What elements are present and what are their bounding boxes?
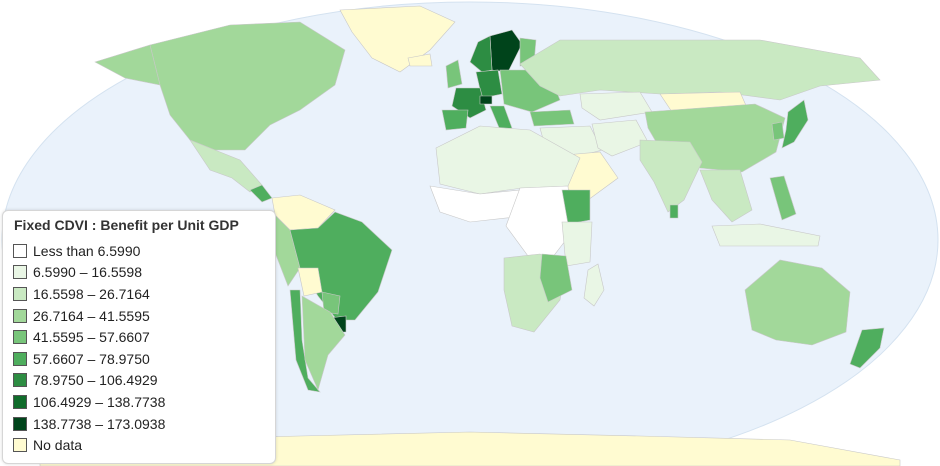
legend-label: 78.9750 – 106.4929 [33, 372, 158, 389]
region-turkey[interactable] [529, 109, 575, 127]
legend-swatch [13, 351, 27, 366]
legend-swatch [13, 286, 27, 301]
legend-item: 106.4929 – 138.7738 [11, 391, 267, 413]
region-indonesia[interactable] [711, 223, 821, 247]
region-ethiopia[interactable] [561, 189, 591, 225]
legend-swatch [13, 243, 27, 258]
legend-swatch [13, 416, 27, 431]
legend-item: 138.7738 – 173.0938 [11, 413, 267, 435]
region-alaska[interactable] [94, 44, 161, 86]
map-legend: Fixed CDVI : Benefit per Unit GDP Less t… [2, 210, 276, 464]
region-new-zealand[interactable] [849, 327, 885, 369]
region-russia[interactable] [519, 39, 881, 101]
legend-label: 6.5990 – 16.5598 [33, 264, 142, 281]
region-uk[interactable] [445, 59, 463, 89]
region-kazakhstan[interactable] [579, 91, 653, 121]
region-southeast-asia[interactable] [699, 169, 753, 223]
legend-item: 6.5990 – 16.5598 [11, 262, 267, 284]
region-iceland[interactable] [407, 53, 433, 67]
legend-label: 26.7164 – 41.5595 [33, 307, 150, 324]
region-japan[interactable] [781, 99, 809, 149]
legend-label: 16.5598 – 26.7164 [33, 285, 150, 302]
region-argentina[interactable] [301, 295, 346, 391]
region-paraguay[interactable] [321, 291, 341, 315]
legend-item: 57.6607 – 78.9750 [11, 348, 267, 370]
region-italy[interactable] [489, 105, 513, 131]
legend-swatch [13, 394, 27, 409]
legend-swatch [13, 265, 27, 280]
region-sri-lanka[interactable] [669, 204, 679, 219]
legend-label: No data [33, 437, 83, 454]
region-malawi-mozambique[interactable] [539, 253, 573, 303]
legend-label: 41.5595 – 57.6607 [33, 329, 150, 346]
legend-swatch [13, 373, 27, 388]
legend-item: 16.5598 – 26.7164 [11, 283, 267, 305]
legend-item: 41.5595 – 57.6607 [11, 326, 267, 348]
region-korea[interactable] [771, 121, 785, 141]
region-east-africa[interactable] [561, 221, 593, 267]
legend-swatch [13, 330, 27, 345]
legend-item: Less than 6.5990 [11, 240, 267, 262]
legend-title: Fixed CDVI : Benefit per Unit GDP [14, 217, 239, 233]
legend-item: No data [11, 434, 267, 456]
legend-label: 57.6607 – 78.9750 [33, 350, 150, 367]
legend-swatch [13, 438, 27, 453]
legend-item: 26.7164 – 41.5595 [11, 305, 267, 327]
region-chile[interactable] [289, 289, 321, 393]
legend-label: 106.4929 – 138.7738 [33, 393, 166, 410]
legend-swatch [13, 308, 27, 323]
region-madagascar[interactable] [583, 263, 605, 307]
legend-label: 138.7738 – 173.0938 [33, 415, 166, 432]
region-iran-afghanistan[interactable] [591, 119, 649, 157]
region-philippines[interactable] [769, 175, 797, 221]
region-spain[interactable] [441, 109, 469, 131]
legend-item: 78.9750 – 106.4929 [11, 370, 267, 392]
region-australia[interactable] [744, 259, 851, 346]
region-north-america[interactable] [149, 21, 346, 151]
legend-label: Less than 6.5990 [33, 242, 141, 259]
region-switzerland[interactable] [479, 95, 493, 105]
